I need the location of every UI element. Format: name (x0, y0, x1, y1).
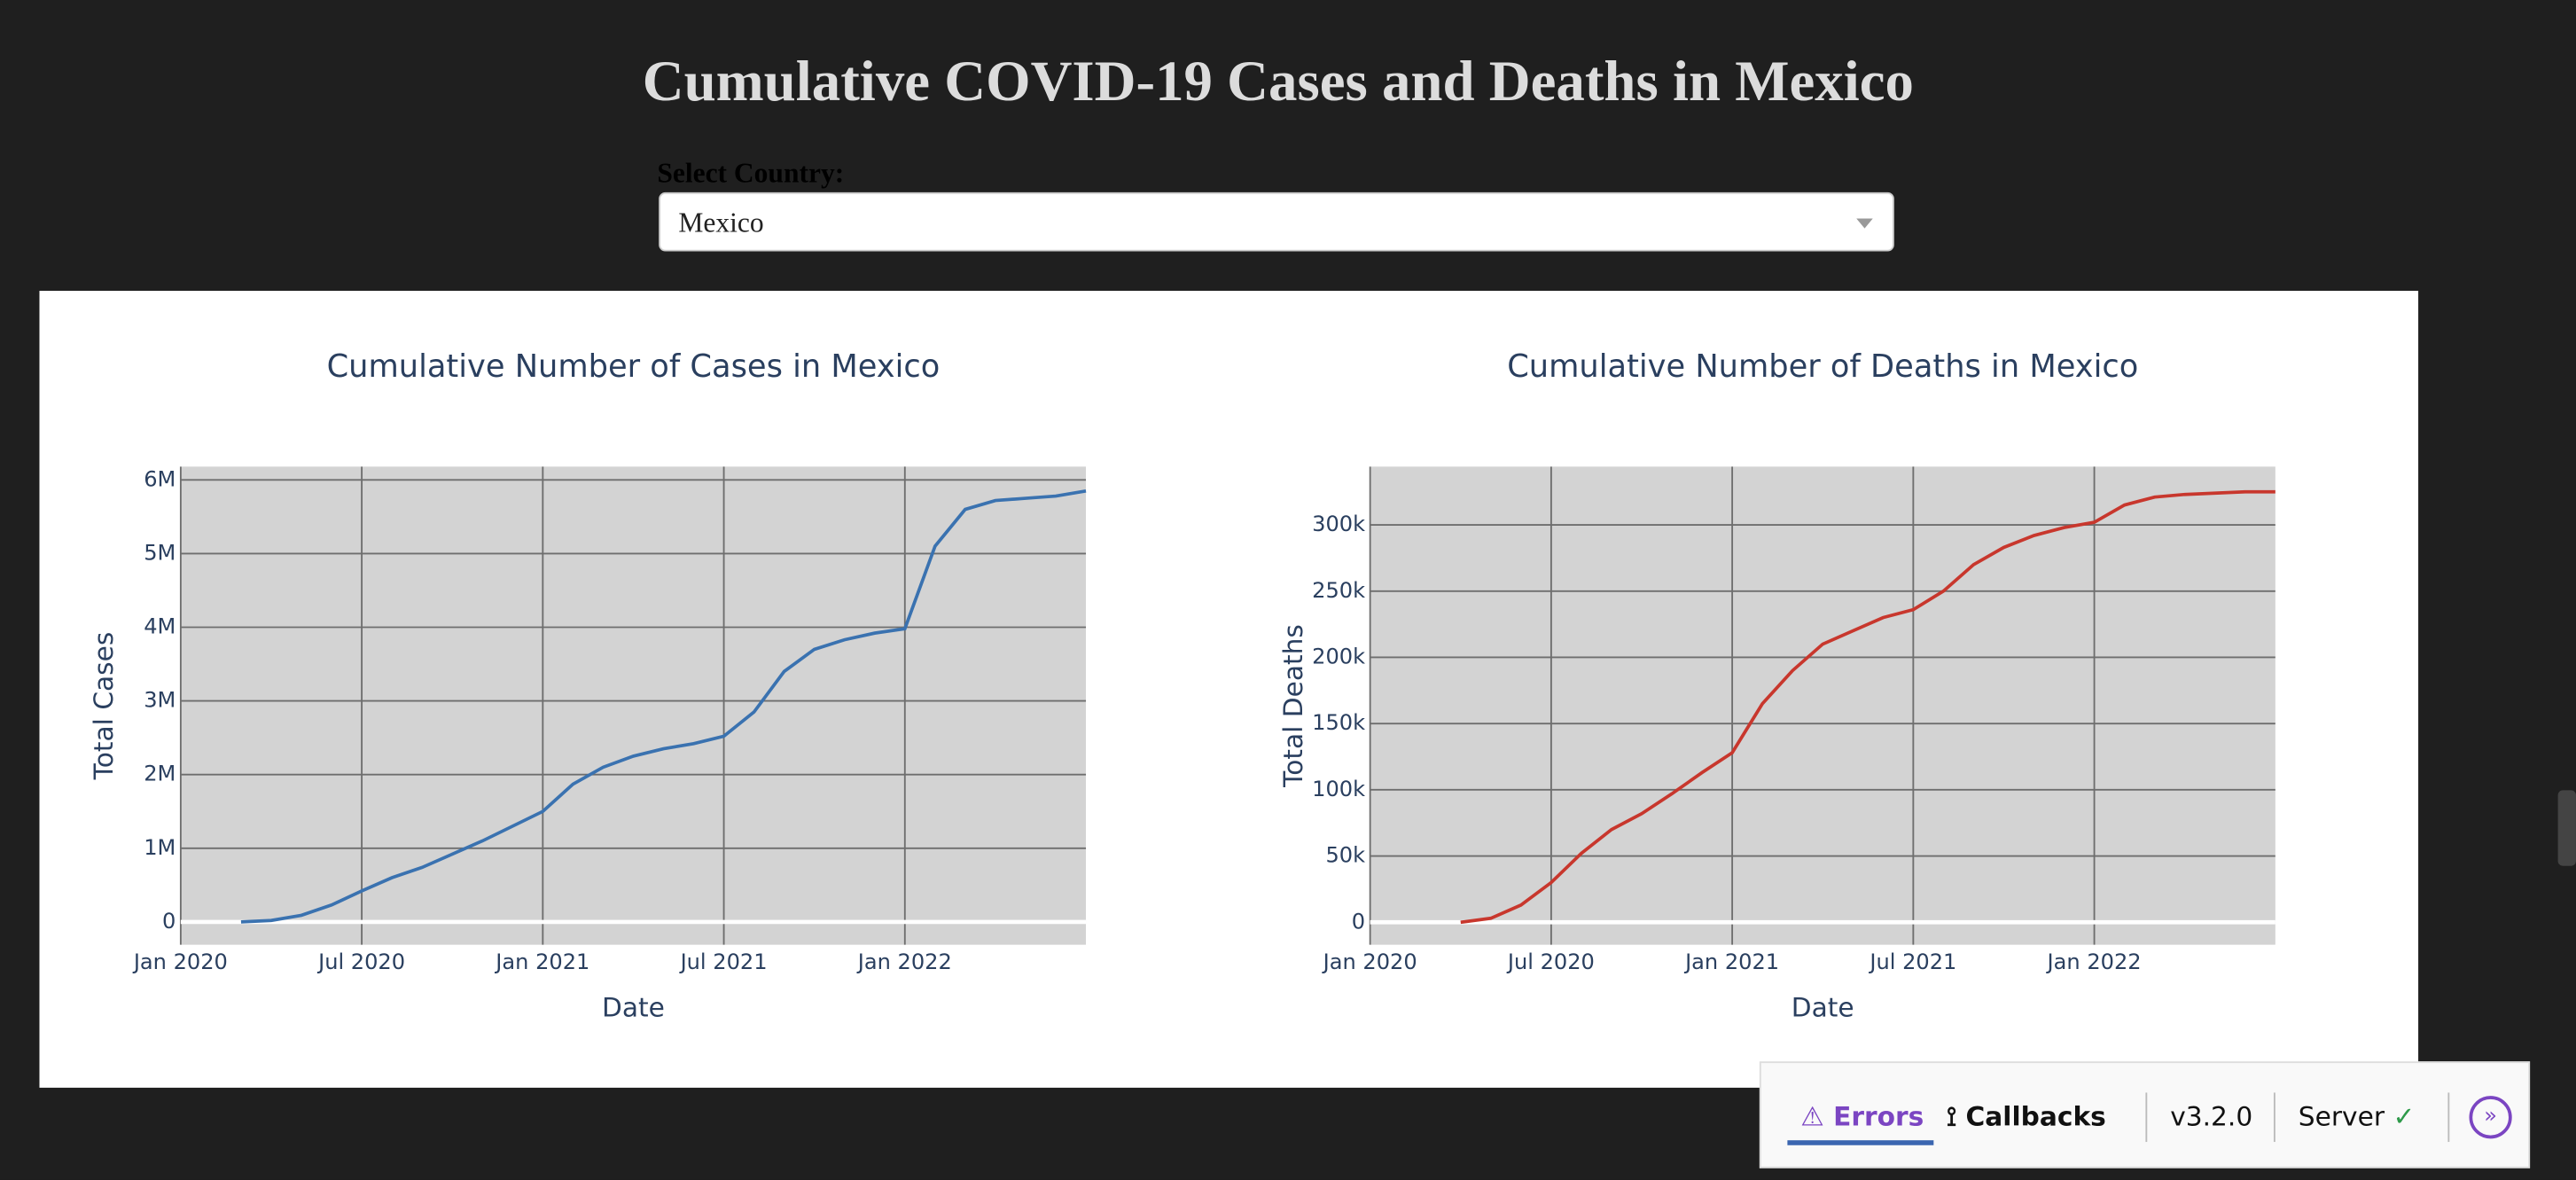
x-axis-title: Date (602, 991, 665, 1022)
tab-underline (1787, 1140, 1934, 1145)
callbacks-label: Callbacks (1965, 1100, 2106, 1132)
y-tick-label: 50k (1325, 843, 1365, 868)
errors-tab[interactable]: ⚠ Errors (1800, 1100, 1924, 1132)
x-tick-label: Jan 2021 (494, 949, 589, 974)
y-tick-label: 250k (1312, 578, 1365, 603)
y-tick-label: 100k (1312, 777, 1365, 801)
x-tick-label: Jul 2020 (1506, 949, 1595, 974)
y-tick-label: 2M (144, 762, 176, 786)
y-tick-label: 150k (1312, 710, 1365, 735)
version: v3.2.0 (2170, 1100, 2253, 1132)
y-tick-label: 200k (1312, 644, 1365, 668)
y-axis-title: Total Deaths (1277, 624, 1308, 788)
x-tick-label: Jul 2021 (1868, 949, 1956, 974)
chart-title: Cumulative Number of Deaths in Mexico (1507, 348, 2138, 385)
separator (2145, 1092, 2148, 1143)
server-label: Server (2298, 1100, 2385, 1132)
separator (2273, 1092, 2275, 1143)
dropdown-value: Mexico (678, 207, 764, 238)
x-tick-label: Jul 2021 (679, 949, 768, 974)
chart-title: Cumulative Number of Cases in Mexico (327, 348, 941, 385)
y-tick-label: 4M (144, 613, 176, 638)
data-line (1460, 489, 2275, 925)
y-axis-title: Total Cases (88, 632, 119, 781)
y-tick-label: 300k (1312, 512, 1365, 536)
expand-button[interactable]: » (2469, 1096, 2512, 1139)
y-tick-label: 5M (144, 540, 176, 565)
data-line (240, 488, 1087, 924)
errors-label: Errors (1833, 1100, 1924, 1132)
x-tick-label: Jan 2021 (1683, 949, 1779, 974)
x-axis-title: Date (1791, 991, 1854, 1022)
y-tick-label: 1M (144, 835, 176, 860)
server-status: Server ✓ (2299, 1101, 2416, 1132)
scroll-handle (2557, 790, 2576, 866)
y-tick-label: 3M (144, 688, 176, 713)
x-tick-label: Jan 2020 (1322, 949, 1417, 974)
separator (2447, 1092, 2450, 1143)
page-title: Cumulative COVID-19 Cases and Deaths in … (642, 49, 1914, 113)
plot-area (180, 466, 1087, 945)
devtools-bar: ⚠ Errors ⟟ Callbacks v3.2.0 Server ✓ » (1759, 1061, 2531, 1168)
x-tick-label: Jan 2022 (2046, 949, 2142, 974)
plot-area (1370, 466, 2275, 945)
server-ok-icon: ✓ (2393, 1100, 2416, 1132)
x-tick-label: Jan 2020 (132, 949, 228, 974)
dropdown-arrow (1856, 218, 1873, 229)
y-tick-label: 0 (1352, 909, 1365, 934)
y-tick-label: 0 (162, 909, 176, 934)
y-tick-label: 6M (144, 466, 176, 491)
country-dropdown[interactable]: Mexico (659, 191, 1894, 252)
dropdown-label: Select Country: (657, 157, 845, 190)
x-tick-label: Jan 2022 (856, 949, 952, 974)
x-tick-label: Jul 2020 (316, 949, 405, 974)
callbacks-tab[interactable]: ⟟ Callbacks (1947, 1100, 2106, 1132)
